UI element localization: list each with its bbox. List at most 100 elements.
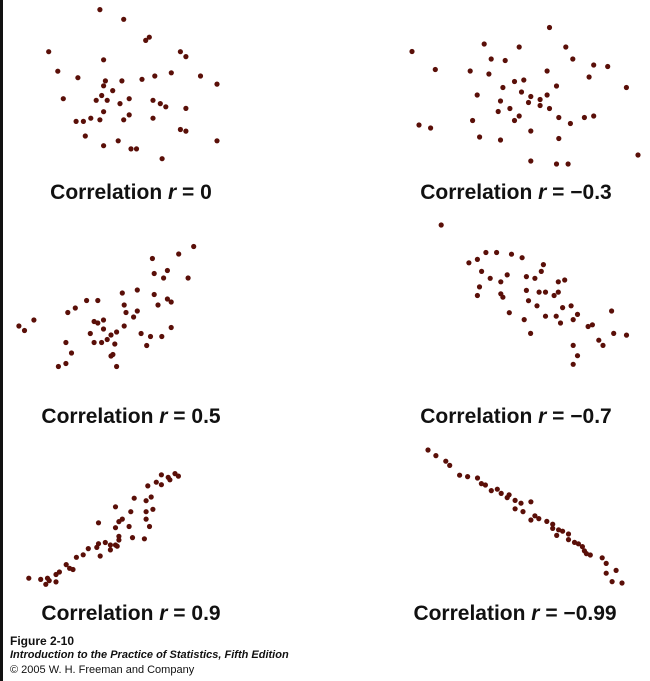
data-point [130, 535, 135, 540]
data-point [610, 579, 615, 584]
label-value: = −0.3 [552, 181, 612, 204]
data-point [500, 85, 505, 90]
data-point [110, 88, 115, 93]
panel-label-r05: Correlation r = 0.5 [15, 405, 247, 429]
data-point [120, 290, 125, 295]
label-variable: r [531, 602, 539, 625]
data-point [144, 517, 149, 522]
data-point [465, 474, 470, 479]
data-point [483, 482, 488, 487]
data-point [544, 519, 549, 524]
panel-label-r09: Correlation r = 0.9 [15, 602, 247, 626]
label-value: = 0 [182, 181, 212, 204]
data-point [512, 79, 517, 84]
data-point [507, 106, 512, 111]
data-point [167, 477, 172, 482]
data-point [596, 338, 601, 343]
data-point [112, 341, 117, 346]
data-point [482, 41, 487, 46]
data-point [507, 310, 512, 315]
data-point [123, 310, 128, 315]
data-point [127, 96, 132, 101]
data-point [160, 156, 165, 161]
data-point [135, 308, 140, 313]
data-point [101, 326, 106, 331]
data-point [624, 85, 629, 90]
data-point [611, 331, 616, 336]
data-point [498, 137, 503, 142]
data-point [534, 303, 539, 308]
data-point [609, 308, 614, 313]
data-point [159, 334, 164, 339]
data-point [94, 545, 99, 550]
data-point [539, 269, 544, 274]
data-point [16, 323, 21, 328]
data-point [108, 353, 113, 358]
data-point [543, 314, 548, 319]
data-point [150, 116, 155, 121]
data-point [489, 488, 494, 493]
data-point [619, 580, 624, 585]
data-point [105, 98, 110, 103]
data-point [566, 531, 571, 536]
data-point [103, 540, 108, 545]
data-point [475, 92, 480, 97]
scatter-panel-r-neg07 [439, 222, 630, 367]
data-point [103, 78, 108, 83]
data-point [526, 100, 531, 105]
data-point [556, 115, 561, 120]
data-point [169, 325, 174, 330]
data-point [447, 463, 452, 468]
data-point [159, 472, 164, 477]
data-point [152, 271, 157, 276]
label-variable: r [159, 405, 167, 428]
label-prefix: Correlation [41, 602, 153, 625]
figure-number: Figure 2-10 [10, 634, 74, 648]
data-point [165, 268, 170, 273]
data-point [528, 128, 533, 133]
data-point [178, 127, 183, 132]
data-point [566, 537, 571, 542]
label-prefix: Correlation [50, 181, 162, 204]
data-point [152, 73, 157, 78]
data-point [584, 551, 589, 556]
data-point [518, 501, 523, 506]
data-point [494, 250, 499, 255]
data-point [121, 117, 126, 122]
data-point [122, 323, 127, 328]
data-point [475, 475, 480, 480]
data-point [513, 498, 518, 503]
panel-label-r-neg099: Correlation r = −0.99 [382, 602, 648, 626]
data-point [99, 93, 104, 98]
data-point [63, 340, 68, 345]
data-point [605, 64, 610, 69]
data-point [486, 71, 491, 76]
data-point [509, 252, 514, 257]
data-point [483, 250, 488, 255]
data-point [155, 302, 160, 307]
data-point [563, 44, 568, 49]
data-point [513, 506, 518, 511]
data-point [528, 499, 533, 504]
data-point [94, 98, 99, 103]
data-point [97, 7, 102, 12]
data-point [552, 293, 557, 298]
label-value: = −0.7 [552, 405, 612, 428]
data-point [147, 524, 152, 529]
data-point [53, 579, 58, 584]
data-point [575, 353, 580, 358]
panel-label-r0: Correlation r = 0 [20, 181, 242, 205]
data-point [176, 251, 181, 256]
data-point [121, 17, 126, 22]
data-point [550, 526, 555, 531]
data-point [101, 57, 106, 62]
data-point [475, 257, 480, 262]
data-point [74, 555, 79, 560]
label-prefix: Correlation [41, 405, 153, 428]
data-point [528, 331, 533, 336]
data-point [526, 298, 531, 303]
data-point [470, 118, 475, 123]
data-point [543, 290, 548, 295]
data-point [591, 113, 596, 118]
data-point [635, 152, 640, 157]
